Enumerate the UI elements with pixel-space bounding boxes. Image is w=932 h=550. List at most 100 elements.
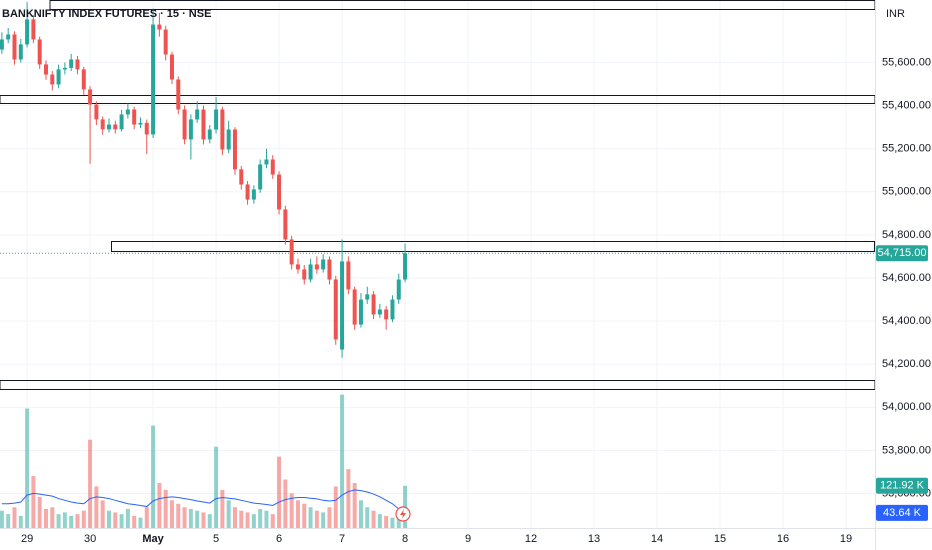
- volume-bar: [25, 408, 30, 528]
- volume-bar: [94, 486, 99, 528]
- volume-bar: [289, 493, 294, 528]
- volume-bar: [365, 507, 370, 528]
- x-tick-label: 5: [213, 533, 219, 545]
- candle-body: [132, 109, 137, 125]
- volume-bar: [75, 514, 80, 528]
- candle-body: [6, 34, 11, 40]
- y-tick-label: 54,000.00: [882, 401, 931, 413]
- volume-bar: [314, 510, 319, 528]
- candle-body: [188, 119, 193, 140]
- volume-bar: [295, 500, 300, 528]
- x-tick-label: 16: [777, 533, 789, 545]
- badge-bg: [876, 245, 928, 262]
- volume-bar: [220, 489, 225, 528]
- candle-body: [321, 259, 326, 270]
- volume-bar: [384, 515, 389, 528]
- replay-icon[interactable]: [395, 506, 411, 522]
- candle-body: [75, 59, 80, 70]
- candle-body: [81, 69, 86, 90]
- rectangle-drawing: [111, 241, 875, 252]
- volume-bar: [31, 476, 36, 528]
- volume-bar: [321, 512, 326, 528]
- y-tick-label: 55,000.00: [882, 186, 931, 198]
- x-tick-label: 12: [525, 533, 537, 545]
- candle-body: [43, 64, 48, 75]
- candle-body: [327, 259, 332, 280]
- volume-bar: [277, 456, 282, 528]
- candle-body: [358, 299, 363, 325]
- currency: INR: [886, 8, 905, 20]
- candle-body: [302, 269, 307, 280]
- candle-body: [226, 129, 231, 150]
- volume-bar: [264, 510, 269, 528]
- volume-bar: [390, 517, 395, 528]
- volume-bar: [125, 508, 130, 528]
- volume-bar: [138, 517, 143, 528]
- y-tick-label: 54,600.00: [882, 272, 931, 284]
- volume-bar: [119, 514, 124, 528]
- candle-body: [365, 294, 370, 300]
- x-tick-label: 9: [465, 533, 471, 545]
- badge-bg: [876, 504, 928, 521]
- badge-label: 121.92 K: [880, 480, 925, 492]
- volume-bar: [327, 507, 332, 528]
- candle-body: [94, 104, 99, 120]
- volume-bar: [232, 507, 237, 528]
- candle-body: [377, 309, 382, 315]
- candle-body: [258, 164, 263, 190]
- y-tick-label: 55,200.00: [882, 143, 931, 155]
- volume-bar: [88, 439, 93, 528]
- volume-bar: [62, 512, 67, 528]
- candle-body: [151, 24, 156, 135]
- volume-bar: [258, 508, 263, 528]
- volume-bar: [302, 503, 307, 528]
- volume-bar: [0, 510, 4, 528]
- volume-bar: [56, 514, 61, 528]
- candle-body: [340, 261, 345, 350]
- x-tick-label: 14: [651, 533, 663, 545]
- candle-body: [195, 109, 200, 120]
- volume-bar: [270, 514, 275, 528]
- volume-bar: [43, 508, 48, 528]
- x-tick-label: May: [142, 533, 164, 545]
- x-tick-label: 30: [84, 533, 96, 545]
- candle-body: [270, 159, 275, 175]
- candle-body: [88, 89, 93, 105]
- volume-bar: [195, 510, 200, 528]
- chart-title: BANKNIFTY INDEX FUTURES · 15 · NSE: [2, 8, 211, 20]
- volume-bar: [251, 514, 256, 528]
- volume-bar: [18, 515, 23, 528]
- volume-bar: [81, 510, 86, 528]
- candle-body: [277, 174, 282, 210]
- candle-body: [308, 264, 313, 280]
- volume-bar: [163, 489, 168, 528]
- y-tick-label: 55,400.00: [882, 100, 931, 112]
- candle-body: [220, 109, 225, 150]
- volume-bar: [50, 507, 55, 528]
- candle-body: [289, 239, 294, 265]
- candle-body: [138, 122, 143, 125]
- volume-bar: [188, 508, 193, 528]
- x-tick-label: 6: [276, 533, 282, 545]
- grid: [0, 0, 875, 528]
- volume-bar: [308, 507, 313, 528]
- candle-body: [314, 264, 319, 270]
- volume-bar: [132, 515, 137, 528]
- volume-bar: [176, 503, 181, 528]
- icon-bolt: [400, 509, 406, 519]
- candle-body: [352, 289, 357, 325]
- volume-bar: [245, 512, 250, 528]
- candle-body: [125, 109, 130, 115]
- volume-bar: [214, 446, 219, 528]
- candle-body: [31, 19, 36, 40]
- y-tick-label: 54,400.00: [882, 315, 931, 327]
- candle-body: [214, 109, 219, 130]
- candle-body: [50, 74, 55, 85]
- candle-body: [333, 279, 338, 340]
- candle-body: [371, 294, 376, 315]
- volume-bar: [333, 486, 338, 528]
- volume-bar: [201, 512, 206, 528]
- volume-bar: [6, 514, 11, 528]
